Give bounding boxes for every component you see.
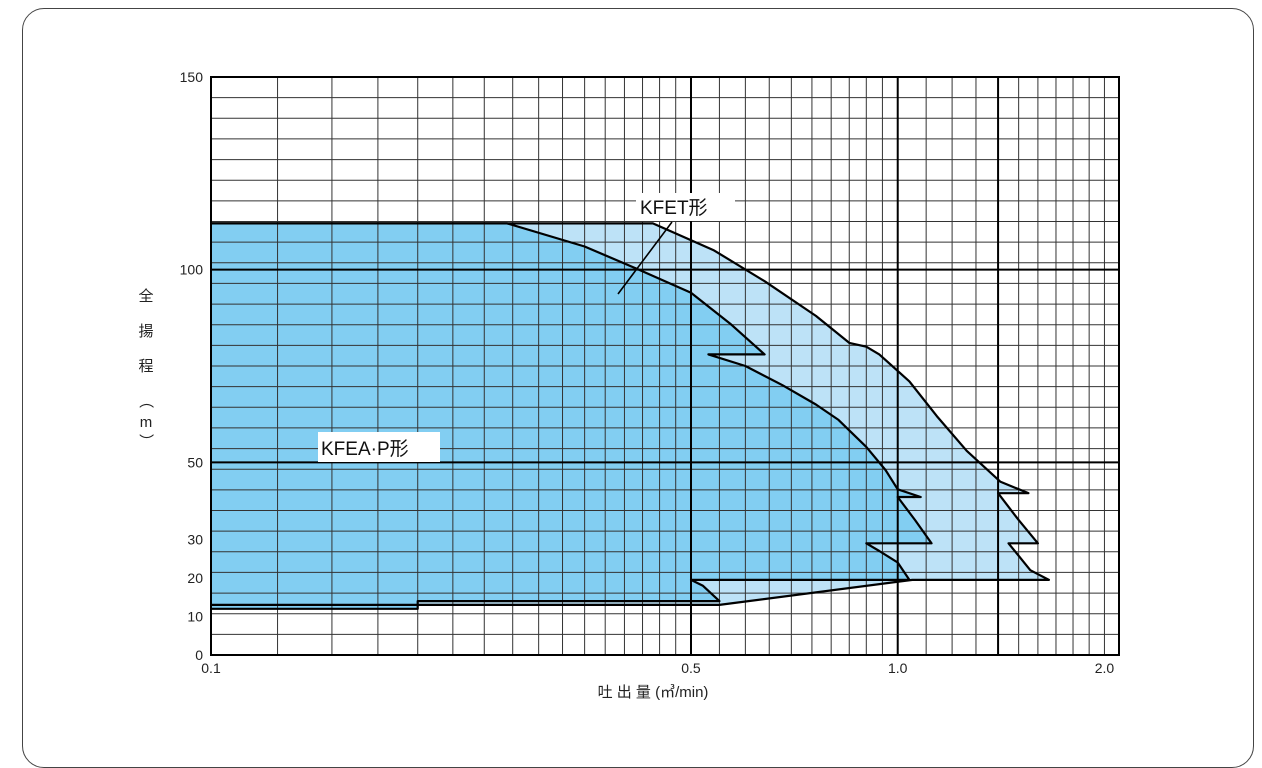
x-tick-label: 0.1 xyxy=(201,660,221,676)
y-tick-label: 50 xyxy=(187,454,203,470)
ylabel-char-1: 揚 xyxy=(138,323,153,340)
plot-frame xyxy=(210,76,1120,656)
y-tick-label: 20 xyxy=(187,570,203,586)
y-tick-label: 0 xyxy=(195,647,203,663)
kfea-label-bg xyxy=(318,432,440,462)
kfet-label-bg xyxy=(636,193,735,221)
ylabel-char-4: m xyxy=(140,414,153,431)
y-tick-label: 30 xyxy=(187,531,203,547)
kfet-leader-line xyxy=(617,221,673,295)
y-tick-label: 150 xyxy=(180,69,204,85)
x-axis-title: 吐 出 量 (㎥/min) xyxy=(598,684,709,701)
y-axis-title: 全 揚 程 （ m ） xyxy=(137,287,154,449)
kfet-outline xyxy=(211,222,1050,606)
hq-performance-chart: 0 10 20 30 50 100 150 0.1 0.5 1.0 2.0 KFET形 KFEA·P… xyxy=(137,69,1120,701)
ylabel-char-0: 全 xyxy=(138,287,153,305)
kfet-label: KFET形 xyxy=(640,197,708,219)
kfea-label: KFEA·P形 xyxy=(321,438,409,460)
y-tick-label: 10 xyxy=(187,608,203,624)
x-tick-label: 2.0 xyxy=(1095,660,1115,676)
ylabel-char-5: ） xyxy=(137,433,154,448)
ylabel-char-2: 程 xyxy=(138,358,153,375)
kfea-p-outline xyxy=(211,222,933,610)
ylabel-char-3: （ xyxy=(137,393,154,408)
kfea-p-region xyxy=(211,223,932,609)
y-tick-label: 100 xyxy=(180,262,204,278)
x-tick-label: 0.5 xyxy=(681,660,701,676)
x-tick-label: 1.0 xyxy=(888,660,908,676)
